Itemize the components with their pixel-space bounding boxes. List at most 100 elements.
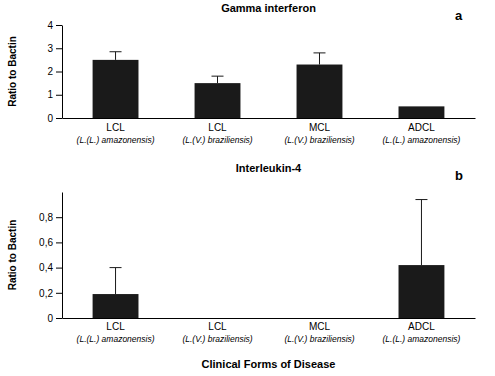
x-tick-label-line: (L.(L.) amazonensis): [77, 334, 155, 344]
y-tick-label: 0: [47, 113, 53, 124]
x-tick-label: LCL (L.(L.) amazonensis): [77, 321, 155, 344]
x-tick-label-line: LCL: [106, 122, 125, 133]
x-tick: MCL (L.(V.) braziliensis): [284, 122, 354, 145]
error-bar-cap: [110, 51, 122, 52]
x-tick: ADCL (L.(L.) amazonensis): [382, 321, 460, 344]
y-axis-line: [62, 26, 63, 119]
y-tick-mark: [56, 95, 62, 96]
y-tick: 0,8: [39, 212, 62, 223]
y-tick-label: 0,8: [39, 212, 53, 223]
plot-area: [93, 52, 445, 118]
y-axis-line: [62, 193, 63, 319]
y-tick-mark: [56, 48, 62, 49]
error-bar: [212, 76, 224, 83]
y-tick-label: 0,2: [39, 288, 53, 299]
error-bar: [110, 268, 122, 294]
x-tick-label-line: ADCL: [408, 122, 435, 133]
chart-title: Interleukin-4: [236, 162, 302, 174]
x-tick-label: MCL (L.(V.) braziliensis): [284, 321, 354, 344]
error-bar-stem: [319, 53, 320, 65]
x-tick-label: LCL (L.(L.) amazonensis): [77, 122, 155, 145]
panel-label: b: [455, 168, 463, 183]
x-tick-label: MCL (L.(V.) braziliensis): [284, 122, 354, 145]
bar: [297, 65, 343, 118]
y-tick-label: 0,4: [39, 262, 53, 273]
y-tick-label: 0: [47, 313, 53, 324]
x-tick: LCL (L.(V.) braziliensis): [182, 321, 252, 344]
panel: Interleukin-4bRatio to Bactin00,20,40,60…: [7, 162, 476, 370]
y-axis-title: Ratio to Bactin: [7, 220, 18, 291]
chart-title: Gamma interferon: [221, 2, 316, 14]
x-tick-label-line: MCL: [309, 321, 331, 332]
error-bar-stem: [115, 52, 116, 60]
y-axis: 0 0,2 0,4 0,6 0,8: [39, 193, 62, 324]
y-tick-mark: [56, 118, 62, 119]
error-bar: [415, 200, 427, 266]
x-tick-label-line: (L.(V.) braziliensis): [284, 135, 354, 145]
y-tick-label: 1: [47, 89, 53, 100]
x-tick: LCL (L.(L.) amazonensis): [77, 122, 155, 145]
plot-area: [93, 200, 445, 318]
y-tick-mark: [56, 72, 62, 73]
x-tick-label-line: LCL: [106, 321, 125, 332]
y-tick-label: 0,6: [39, 237, 53, 248]
x-tick-label-line: (L.(L.) amazonensis): [77, 135, 155, 145]
y-tick-label: 2: [47, 66, 53, 77]
x-axis: LCL (L.(L.) amazonensis) LCL(L.(V.) brazil…: [63, 119, 476, 146]
y-axis: 0 1 2 3 4: [47, 20, 62, 124]
x-tick: LCL(L.(V.) braziliensis): [182, 122, 252, 145]
error-bar-cap: [415, 199, 427, 200]
y-tick: 0: [47, 113, 62, 124]
x-tick-label: ADCL (L.(L.) amazonensis): [382, 321, 460, 344]
bar: [195, 83, 241, 118]
y-tick: 0,2: [39, 288, 62, 299]
x-tick: MCL (L.(V.) braziliensis): [284, 321, 354, 344]
y-tick-mark: [56, 25, 62, 26]
y-tick: 3: [47, 43, 62, 54]
y-tick: 0: [47, 313, 62, 324]
x-tick-label-line: (L.(L.) amazonensis): [382, 334, 460, 344]
error-bar-cap: [313, 52, 325, 53]
error-bar-cap: [110, 267, 122, 268]
x-tick: ADCL (L.(L.) amazonensis): [382, 122, 460, 145]
y-tick-mark: [56, 217, 62, 218]
x-tick-label-line: LCL: [208, 321, 227, 332]
x-tick-label-line: (L.(V.) braziliensis): [284, 334, 354, 344]
error-bar-stem: [217, 76, 218, 83]
y-tick-label: 3: [47, 43, 53, 54]
y-tick: 1: [47, 89, 62, 100]
x-tick-label-line: (L.(V.) braziliensis): [182, 135, 252, 145]
y-tick: 0,6: [39, 237, 62, 248]
x-tick-label: ADCL (L.(L.) amazonensis): [382, 122, 460, 145]
y-tick-mark: [56, 268, 62, 269]
panel-label: a: [455, 8, 463, 23]
y-axis-title: Ratio to Bactin: [7, 36, 18, 107]
bar: [195, 318, 241, 319]
bar: [297, 318, 343, 319]
y-tick: 2: [47, 66, 62, 77]
x-tick: LCL (L.(L.) amazonensis): [77, 321, 155, 344]
x-axis-line: [63, 318, 476, 319]
x-tick-label: LCL (L.(V.) braziliensis): [182, 321, 252, 344]
y-tick-mark: [56, 293, 62, 294]
error-bar-stem: [115, 268, 116, 294]
error-bar-stem: [421, 200, 422, 266]
panel: Gamma interferon a Ratio to Bactin 0 1 2 3 4 LCL…: [7, 2, 476, 145]
x-tick-label-line: ADCL: [408, 321, 435, 332]
y-tick-label: 4: [47, 20, 53, 31]
x-tick-label-line: (L.(L.) amazonensis): [382, 135, 460, 145]
x-tick-label-line: MCL: [309, 122, 331, 133]
figure: Gamma interferon a Ratio to Bactin 0 1 2 3 4 LCL…: [0, 0, 495, 376]
x-axis: LCL (L.(L.) amazonensis) LCL (L.(V.) brazil…: [63, 319, 476, 345]
bar: [93, 60, 139, 118]
x-tick-label: LCL(L.(V.) braziliensis): [182, 122, 252, 145]
x-axis-line: [63, 118, 476, 119]
y-tick: 4: [47, 20, 62, 31]
error-bar-cap: [212, 76, 224, 77]
bar: [93, 294, 139, 318]
bar: [399, 106, 445, 118]
error-bar: [313, 53, 325, 65]
x-tick-label-line: (L.(V.) braziliensis): [182, 334, 252, 344]
x-axis-title: Clinical Forms of Disease: [202, 358, 336, 370]
y-tick-mark: [56, 318, 62, 319]
